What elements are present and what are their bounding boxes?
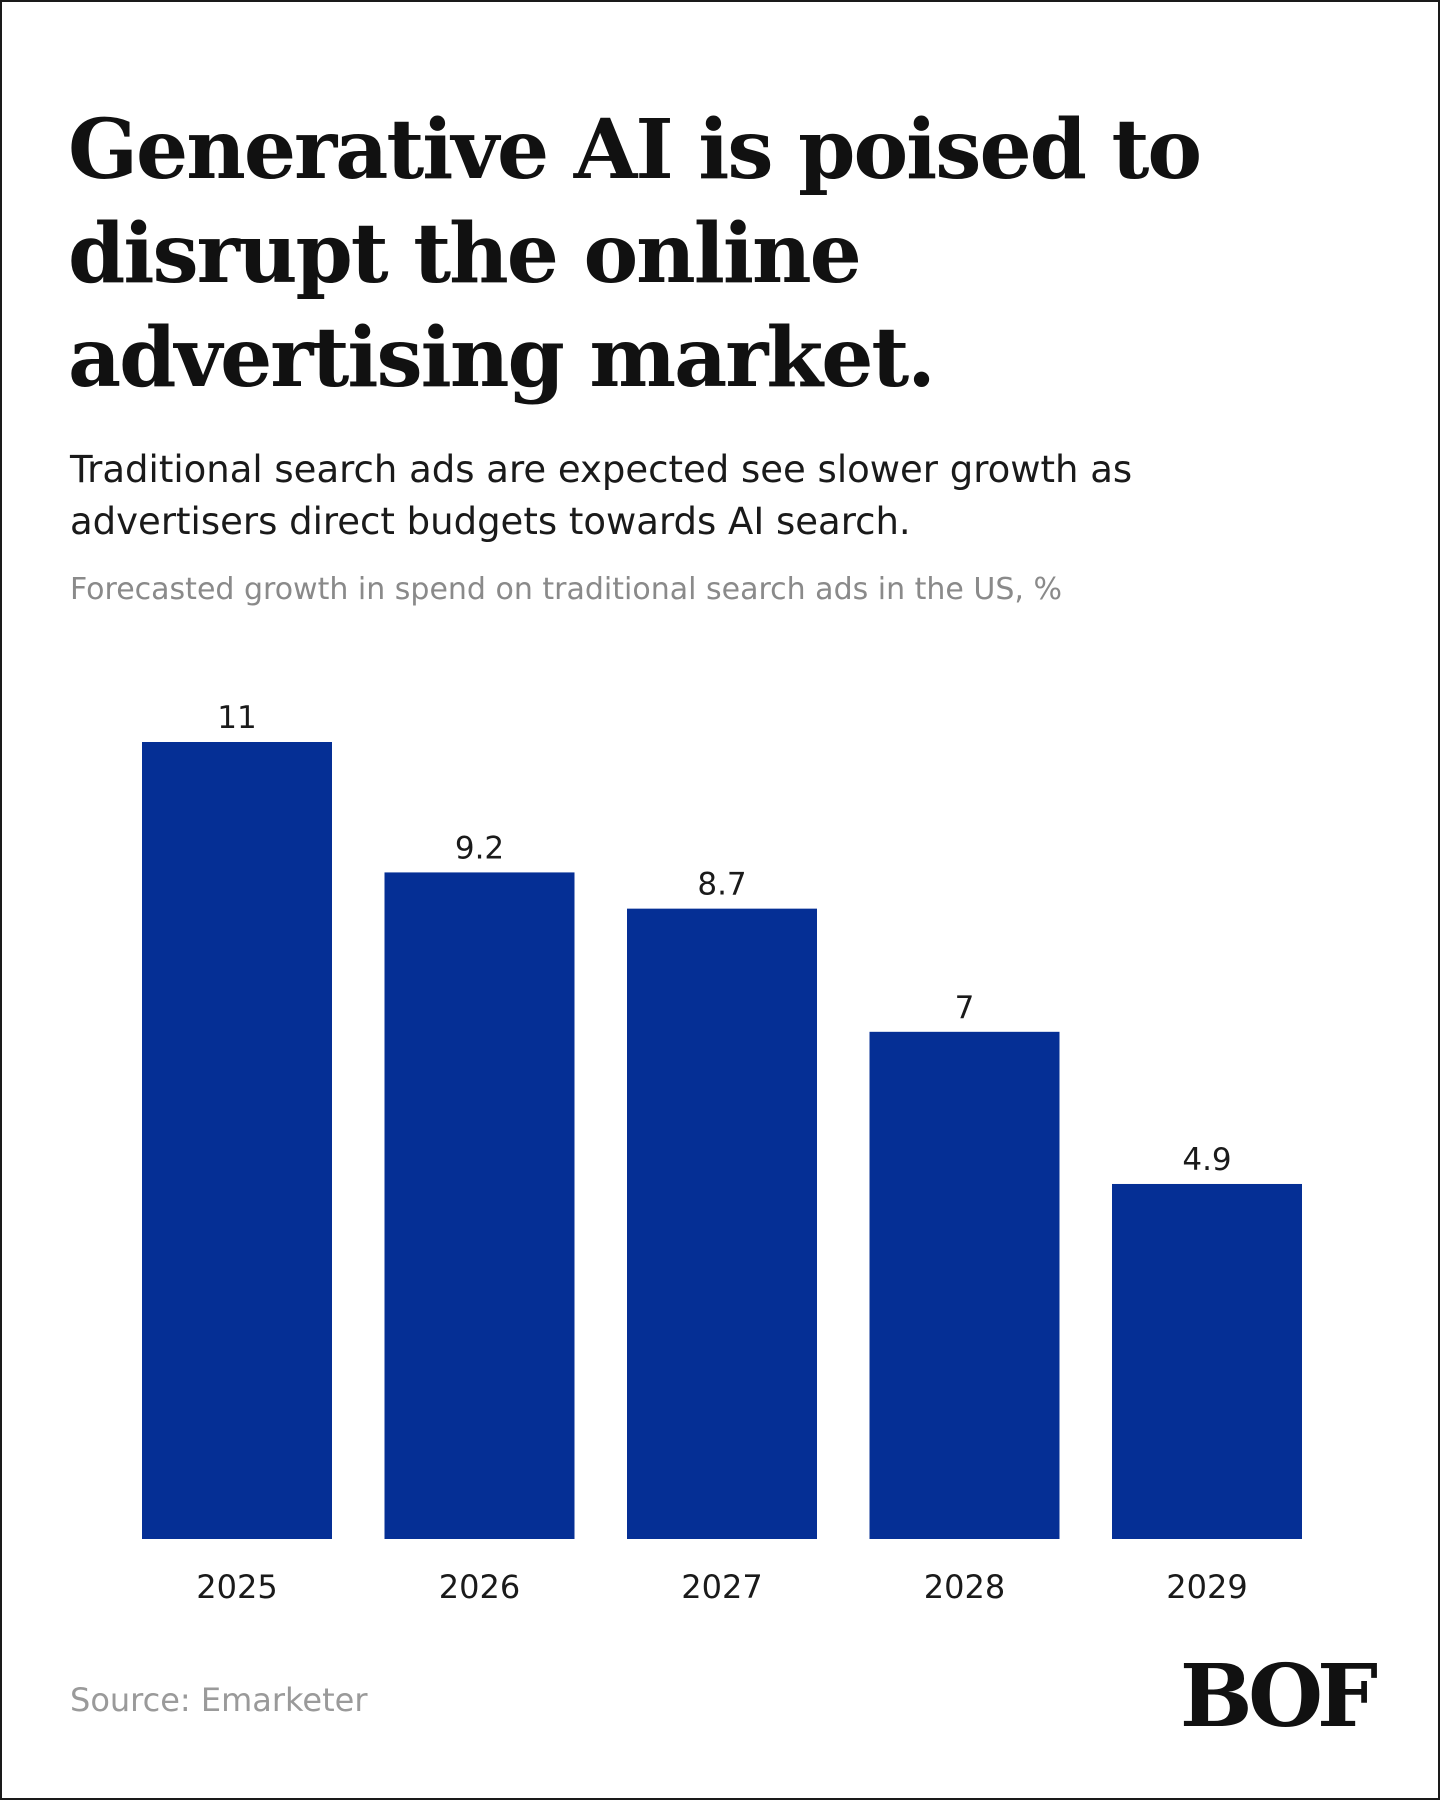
category-labels-group: 2025 2026 2027 2028 2029 bbox=[196, 1568, 1247, 1606]
category-label-2025: 2025 bbox=[196, 1568, 277, 1606]
bof-logo: BOF bbox=[1180, 1650, 1382, 1740]
bar-2026 bbox=[384, 872, 575, 1539]
headline: Generative AI is poised to disrupt the o… bbox=[68, 102, 1202, 406]
bar-2029 bbox=[1112, 1183, 1302, 1539]
value-label-2025: 11 bbox=[217, 700, 256, 736]
category-label-2028: 2028 bbox=[924, 1568, 1005, 1606]
category-label-2026: 2026 bbox=[439, 1568, 520, 1606]
bar-chart: 11 9.2 8.7 7 4.9 2025 2026 2027 2028 2029 bbox=[142, 700, 1302, 1606]
category-label-2027: 2027 bbox=[681, 1568, 762, 1606]
value-label-2029: 4.9 bbox=[1182, 1142, 1231, 1178]
chart-caption: Forecasted growth in spend on traditiona… bbox=[70, 572, 1063, 607]
bar-2025 bbox=[142, 742, 332, 1539]
bar-2027 bbox=[627, 908, 817, 1539]
bar-2028 bbox=[869, 1031, 1060, 1539]
source-note: Source: Emarketer bbox=[70, 1681, 368, 1719]
value-labels-group: 11 9.2 8.7 7 4.9 bbox=[217, 700, 1231, 1178]
category-label-2029: 2029 bbox=[1166, 1568, 1247, 1606]
value-label-2026: 9.2 bbox=[455, 830, 504, 866]
value-label-2028: 7 bbox=[955, 990, 975, 1026]
bof-logo-text: BOF bbox=[1180, 1650, 1377, 1740]
bars-group bbox=[142, 742, 1302, 1539]
value-label-2027: 8.7 bbox=[697, 867, 746, 903]
subtitle: Traditional search ads are expected see … bbox=[70, 448, 1133, 543]
